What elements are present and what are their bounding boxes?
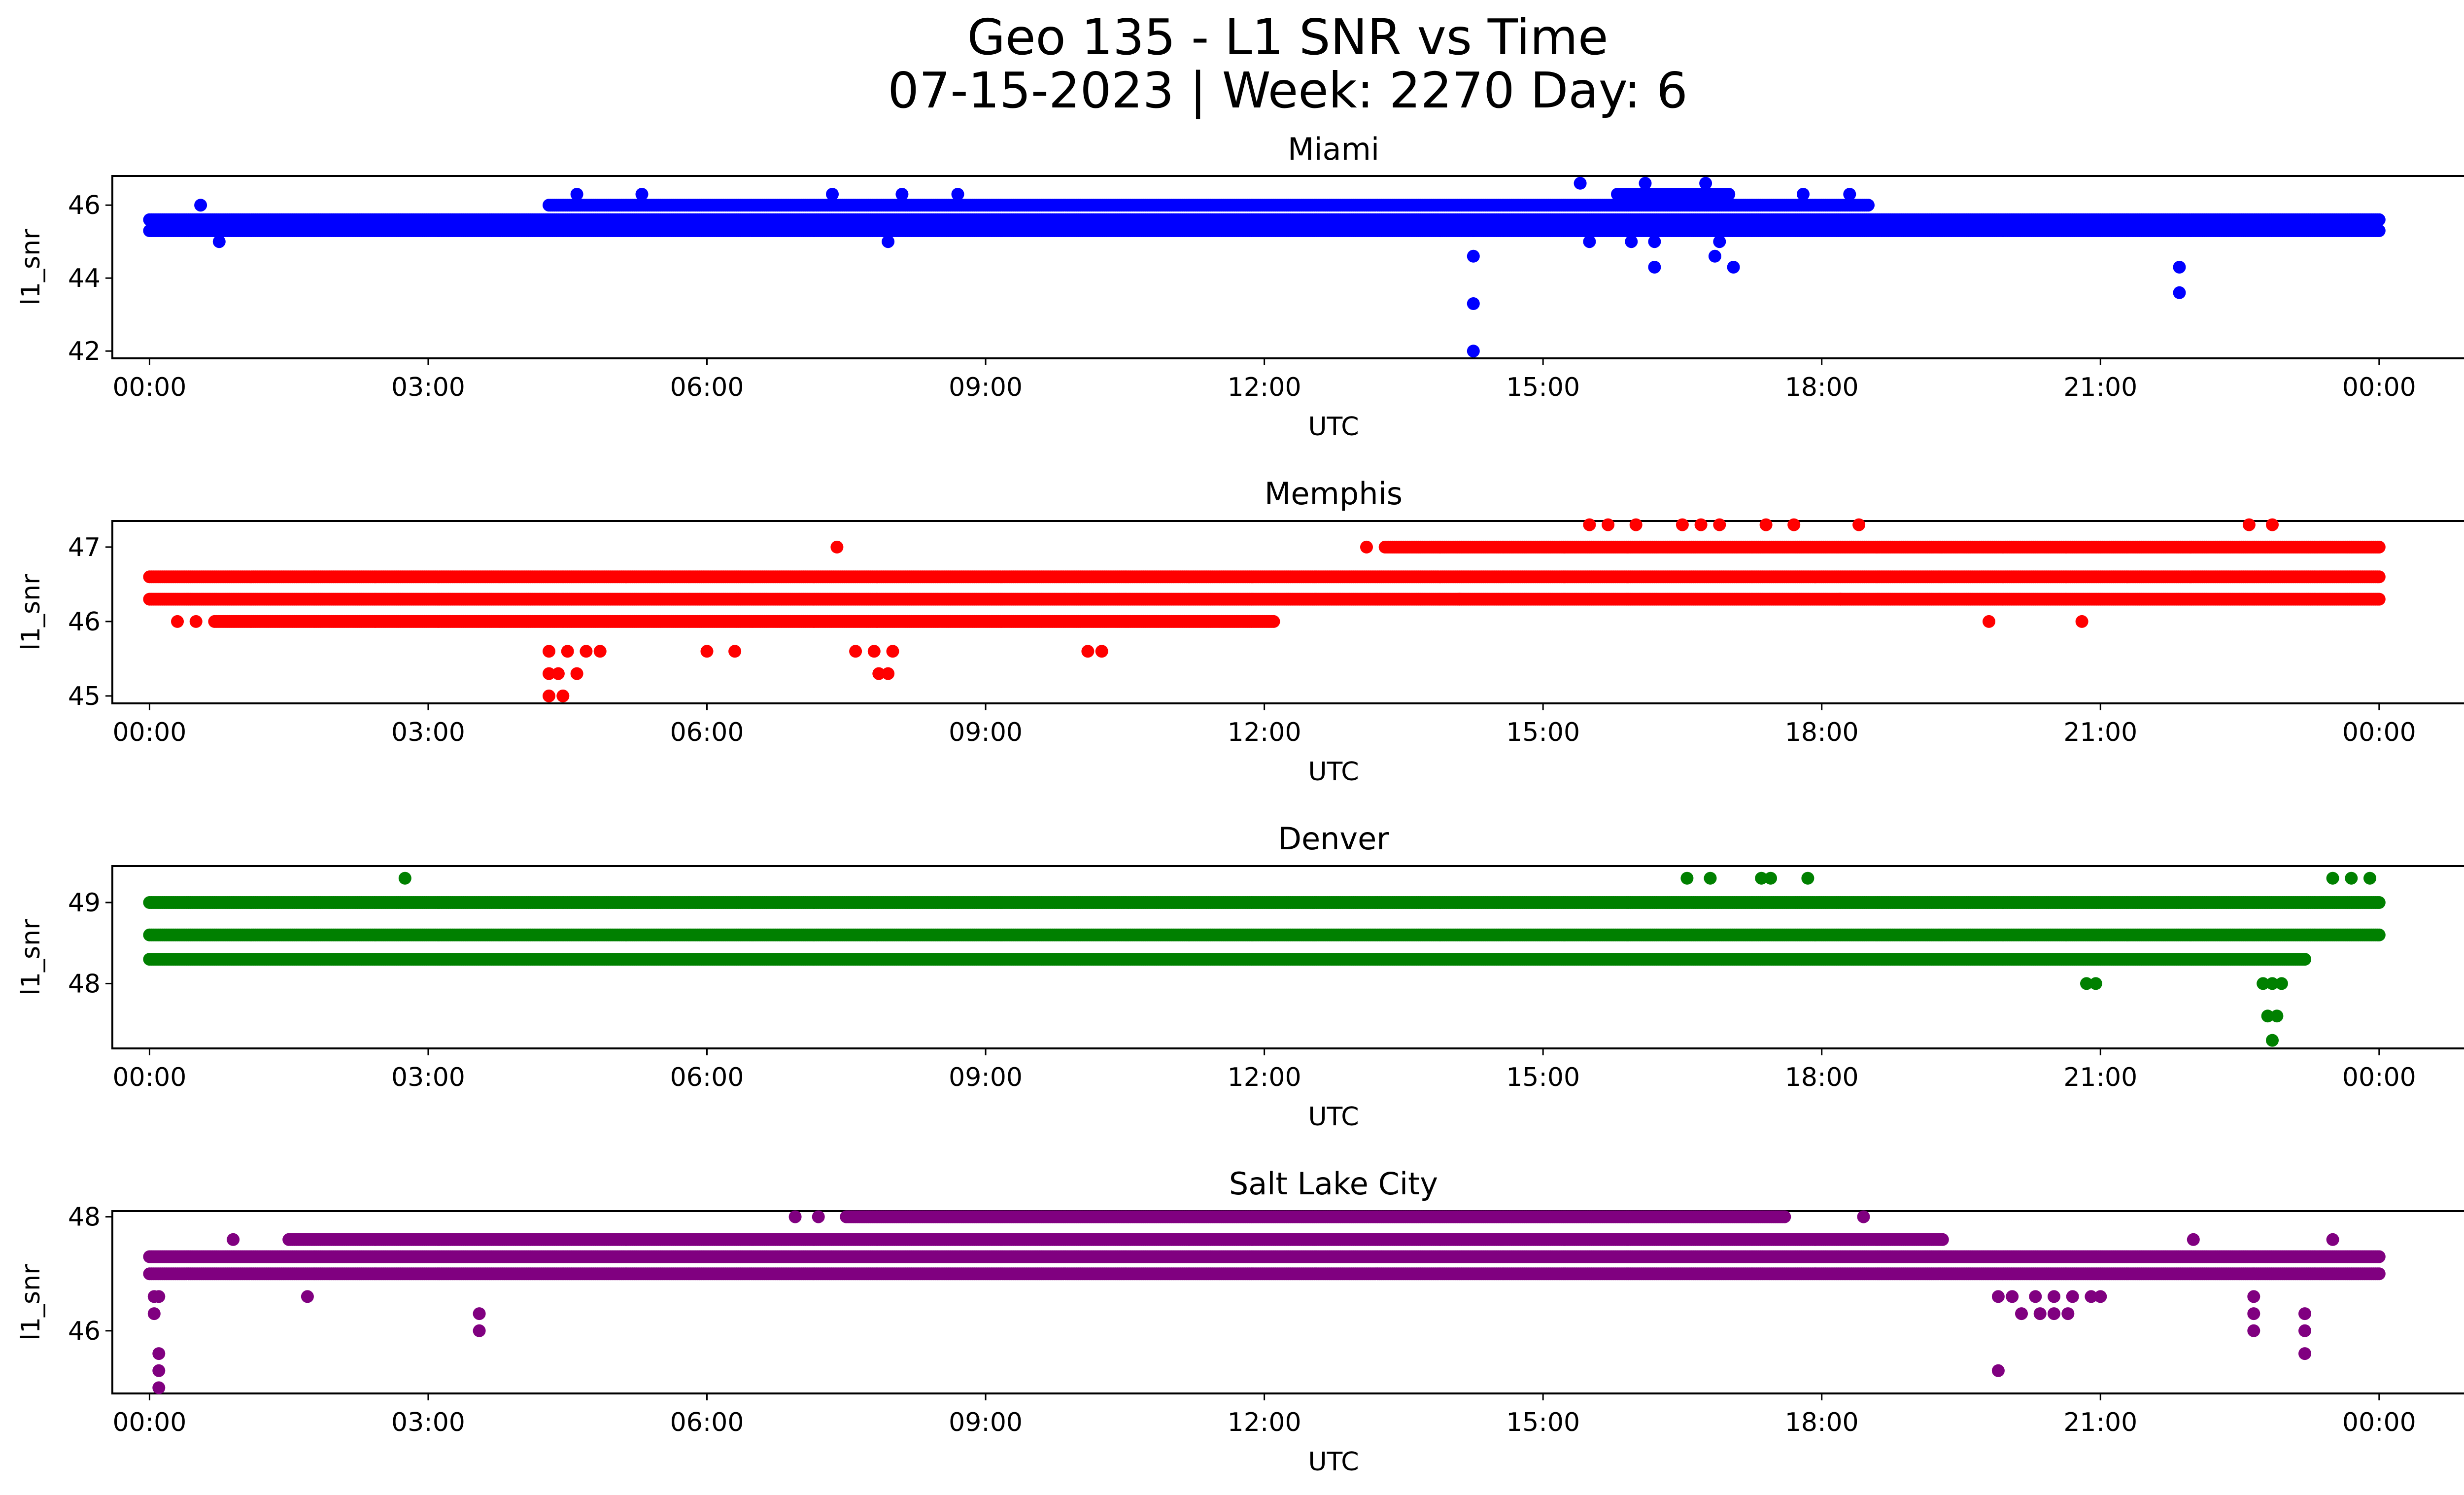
y-tick-label: 44 <box>68 264 101 293</box>
data-point <box>826 188 839 201</box>
data-point <box>882 235 895 248</box>
x-tick-label: 12:00 <box>1228 373 1301 402</box>
data-point <box>1648 261 1661 274</box>
subplot-miami: Miami 00:00 03:00 06:00 09:00 12:00 15:00 18:0… <box>16 131 2464 442</box>
data-point <box>1583 235 1596 248</box>
figure-title-line2: 07-15-2023 | Week: 2270 Day: 6 <box>888 62 1687 119</box>
x-tick-label: 00:00 <box>112 373 186 402</box>
points-group <box>143 176 2386 358</box>
data-point <box>1797 188 1810 201</box>
data-point <box>1727 261 1740 274</box>
data-point <box>570 188 583 201</box>
subplot-title: Miami <box>1288 131 1379 167</box>
y-tick-label: 42 <box>68 337 101 366</box>
x-tick-label: 21:00 <box>2063 373 2137 402</box>
subplot-title: Memphis <box>1265 476 1403 512</box>
data-point <box>1467 224 1480 237</box>
data-point <box>1862 199 1875 212</box>
figure-title-line1: Geo 135 - L1 SNR vs Time <box>967 8 1608 66</box>
data-point <box>2372 213 2386 226</box>
x-tick-label: 03:00 <box>391 373 465 402</box>
data-point <box>1467 345 1480 358</box>
data-point <box>1843 188 1856 201</box>
plot-frame <box>111 175 2464 359</box>
y-tick-label: 46 <box>68 191 101 220</box>
x-tick-label: 15:00 <box>1506 373 1580 402</box>
x-tick-label: 06:00 <box>670 373 744 402</box>
data-point <box>2372 592 2386 606</box>
y-axis-label: l1_snr <box>16 229 46 306</box>
data-point <box>951 188 964 201</box>
x-tick-label: 18:00 <box>1785 373 1859 402</box>
data-point <box>1467 297 1480 310</box>
data-point <box>1639 176 1652 190</box>
data-point <box>1699 176 1712 190</box>
data-point <box>1625 235 1638 248</box>
data-point <box>635 188 649 201</box>
data-point <box>1467 249 1480 263</box>
x-tick-label: 09:00 <box>949 373 1023 402</box>
data-point <box>2173 261 2186 274</box>
data-point <box>1708 249 1721 263</box>
data-point <box>212 235 226 248</box>
data-point <box>2173 286 2186 299</box>
data-point <box>895 188 909 201</box>
data-point <box>1722 188 1736 201</box>
data-point <box>1574 176 1587 190</box>
data-point <box>194 199 207 212</box>
data-point <box>2372 224 2386 237</box>
data-point <box>1713 235 1726 248</box>
x-tick-label: 00:00 <box>2342 373 2416 402</box>
x-axis-label: UTC <box>1308 412 1359 442</box>
data-point <box>1648 235 1661 248</box>
